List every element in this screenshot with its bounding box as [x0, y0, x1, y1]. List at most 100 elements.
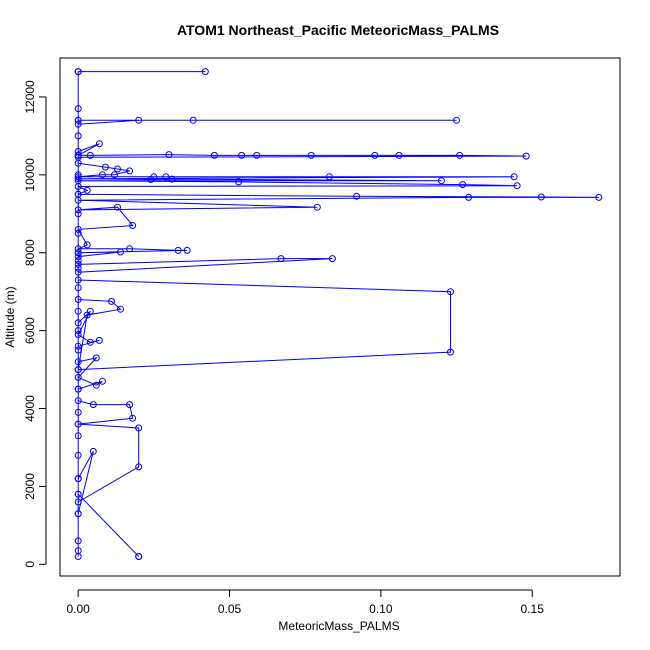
data-point: [86, 338, 94, 346]
data-point: [74, 307, 82, 315]
data-point: [183, 246, 191, 254]
y-axis: 0 2000 4000 6000 8000 10000 12000: [23, 80, 47, 568]
data-point: [353, 192, 361, 200]
data-point: [126, 245, 134, 253]
data-point: [83, 186, 91, 194]
data-point: [74, 116, 82, 124]
data-point: [447, 348, 454, 356]
data-point: [201, 68, 209, 76]
data-point: [465, 193, 473, 201]
x-tick-label: 0.00: [66, 602, 90, 616]
data-point: [135, 463, 143, 471]
data-point: [74, 151, 82, 159]
data-point: [74, 385, 82, 393]
data-point: [101, 163, 109, 171]
x-axis-label: MeteoricMass_PALMS: [278, 619, 399, 633]
x-tick-label: 0.05: [218, 602, 242, 616]
data-point: [86, 307, 94, 315]
y-tick-label: 4000: [23, 395, 37, 422]
data-point: [117, 305, 124, 313]
data-point: [108, 297, 115, 305]
data-point: [83, 241, 91, 249]
data-point: [74, 319, 82, 327]
data-point: [129, 414, 137, 422]
data-point: [595, 193, 603, 201]
data-point: [114, 165, 121, 173]
x-tick-label: 0.10: [369, 602, 393, 616]
data-point: [74, 225, 82, 233]
data-point: [74, 268, 82, 276]
data-point: [74, 331, 82, 338]
data-point: [437, 177, 445, 185]
series-layer: [74, 68, 603, 560]
data-point: [74, 432, 82, 440]
data-point: [238, 151, 246, 159]
y-tick-label: 8000: [23, 239, 37, 266]
data-point: [74, 245, 82, 253]
data-point: [129, 222, 137, 229]
data-point: [74, 183, 82, 190]
data-point: [74, 451, 82, 459]
data-point: [74, 206, 82, 214]
data-point: [74, 159, 82, 167]
data-point: [95, 140, 103, 148]
data-point: [74, 210, 82, 218]
data-point: [313, 203, 321, 211]
data-point: [74, 547, 82, 555]
data-point: [453, 116, 460, 124]
data-point: [74, 132, 82, 140]
data-point: [74, 373, 82, 381]
data-point: [235, 178, 243, 186]
data-point: [74, 257, 82, 264]
y-tick-label: 6000: [23, 317, 37, 344]
data-point: [253, 151, 261, 159]
data-point: [74, 490, 82, 498]
data-point: [92, 381, 100, 389]
data-point: [74, 175, 82, 183]
data-point: [174, 246, 182, 254]
data-point: [92, 354, 100, 362]
data-point: [74, 120, 82, 128]
data-point: [537, 193, 545, 201]
data-point: [126, 401, 134, 409]
chart-title: ATOM1 Northeast_Pacific MeteoricMass_PAL…: [177, 22, 499, 38]
data-point: [510, 173, 518, 181]
x-tick-label: 0.15: [521, 602, 545, 616]
data-point: [168, 175, 176, 183]
data-point: [135, 424, 143, 432]
data-point: [95, 336, 103, 344]
data-point: [98, 377, 106, 385]
data-point: [74, 249, 82, 257]
data-point: [135, 116, 143, 124]
data-point: [74, 264, 82, 272]
y-tick-label: 12000: [23, 80, 37, 114]
data-point: [89, 447, 97, 455]
data-point: [74, 260, 82, 268]
data-point: [162, 173, 170, 181]
data-point: [325, 173, 333, 181]
data-point: [135, 553, 143, 560]
data-point: [111, 171, 118, 179]
data-point: [126, 167, 134, 175]
data-point: [74, 327, 82, 335]
data-point: [74, 229, 82, 237]
x-axis: 0.00 0.05 0.10 0.15: [66, 589, 545, 616]
data-point: [456, 151, 464, 159]
data-point: [74, 342, 82, 350]
data-point: [89, 401, 97, 409]
data-point: [165, 151, 173, 159]
data-point: [74, 537, 82, 545]
plot-area-frame: [59, 57, 621, 577]
data-point: [74, 397, 82, 405]
data-point: [74, 358, 82, 366]
y-tick-label: 10000: [23, 158, 37, 192]
data-point: [74, 196, 82, 204]
data-point: [74, 498, 82, 506]
data-point: [74, 475, 82, 483]
data-point: [513, 182, 521, 190]
data-point: [74, 366, 82, 374]
data-point: [74, 296, 82, 303]
data-point: [522, 152, 530, 160]
data-point: [277, 255, 285, 263]
